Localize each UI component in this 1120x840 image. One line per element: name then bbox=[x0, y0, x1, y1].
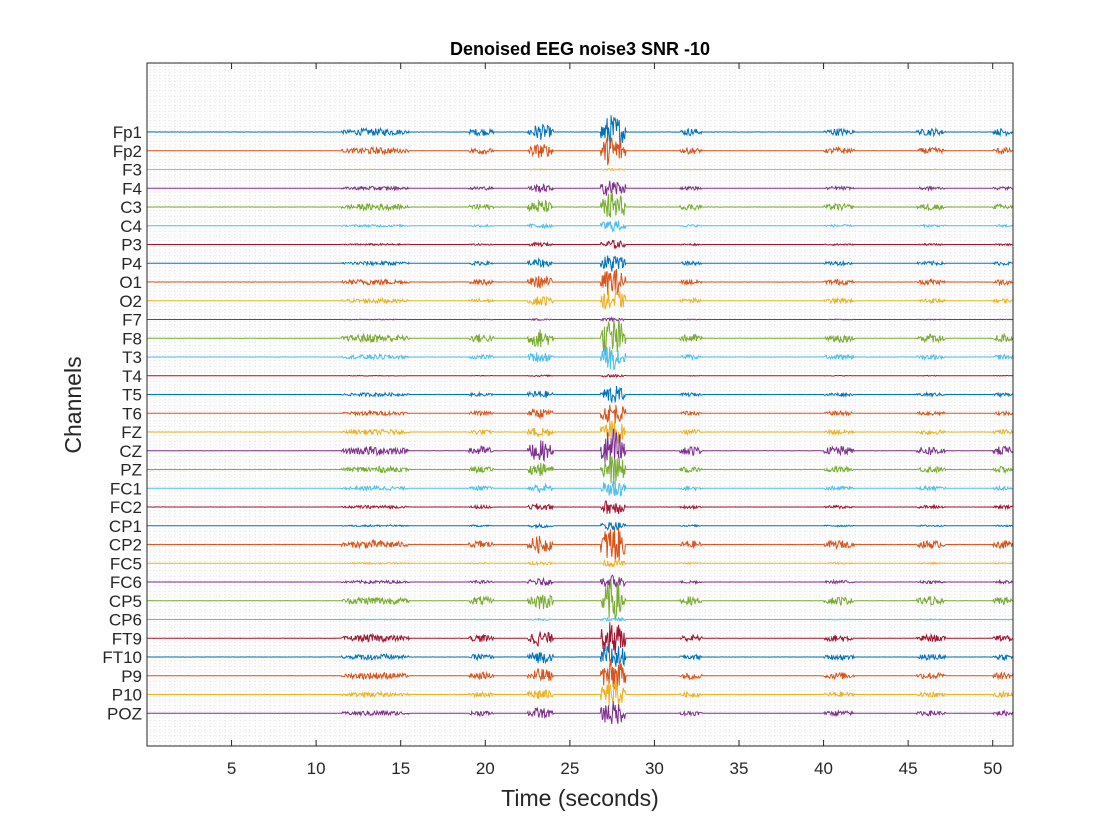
channel-label-layer: Fp1Fp2F3F4C3C4P3P4O1O2F7F8T3T4T5T6FZCZPZ… bbox=[102, 123, 142, 723]
x-tick-label: 10 bbox=[307, 759, 326, 778]
plot-area bbox=[147, 63, 1013, 746]
x-tick-label: 40 bbox=[814, 759, 833, 778]
channel-label-c4: C4 bbox=[120, 217, 142, 236]
channel-label-ft10: FT10 bbox=[102, 648, 142, 667]
trace-f8 bbox=[146, 319, 1014, 356]
trace-pz bbox=[146, 455, 1014, 485]
channel-label-pz: PZ bbox=[120, 461, 142, 480]
trace-fp1 bbox=[146, 115, 1014, 149]
x-tick-label: 5 bbox=[227, 759, 236, 778]
channel-label-cp1: CP1 bbox=[109, 517, 142, 536]
trace-p3 bbox=[147, 239, 1014, 250]
trace-layer bbox=[146, 115, 1014, 725]
x-tick-label: 35 bbox=[730, 759, 749, 778]
channel-label-t4: T4 bbox=[122, 367, 142, 386]
trace-fz bbox=[146, 420, 1014, 444]
trace-f4 bbox=[146, 180, 1014, 196]
trace-fc6 bbox=[147, 574, 1014, 590]
channel-label-cp6: CP6 bbox=[109, 611, 142, 630]
trace-ft10 bbox=[147, 646, 1014, 667]
channel-label-cp5: CP5 bbox=[109, 592, 142, 611]
channel-label-p9: P9 bbox=[121, 667, 142, 686]
channel-label-c3: C3 bbox=[120, 198, 142, 217]
channel-label-fz: FZ bbox=[121, 423, 142, 442]
trace-t4 bbox=[147, 373, 1014, 378]
channel-label-fp1: Fp1 bbox=[113, 123, 142, 142]
trace-cp1 bbox=[147, 521, 1014, 531]
trace-p4 bbox=[147, 255, 1014, 272]
trace-t3 bbox=[146, 346, 1014, 370]
trace-f3 bbox=[147, 168, 1014, 171]
channel-label-f3: F3 bbox=[122, 161, 142, 180]
trace-cp2 bbox=[146, 526, 1014, 563]
channel-label-o1: O1 bbox=[119, 273, 142, 292]
x-tick-label: 20 bbox=[476, 759, 495, 778]
trace-p9 bbox=[146, 659, 1014, 690]
x-tick-label: 25 bbox=[560, 759, 579, 778]
trace-p10 bbox=[147, 681, 1014, 706]
channel-label-o2: O2 bbox=[119, 292, 142, 311]
channel-label-p4: P4 bbox=[121, 254, 142, 273]
channel-label-t6: T6 bbox=[122, 404, 142, 423]
channel-label-fc2: FC2 bbox=[110, 498, 142, 517]
channel-label-fp2: Fp2 bbox=[113, 142, 142, 161]
trace-o1 bbox=[146, 268, 1014, 296]
trace-cp5 bbox=[147, 579, 1014, 621]
x-tick-label: 50 bbox=[983, 759, 1002, 778]
chart-title: Denoised EEG noise3 SNR -10 bbox=[450, 39, 710, 59]
trace-cp6 bbox=[147, 616, 1014, 623]
channel-label-t3: T3 bbox=[122, 348, 142, 367]
plot-frame bbox=[146, 62, 1014, 747]
trace-c3 bbox=[147, 193, 1014, 218]
x-tick-layer: 5 10 15 20 25 30 35 40 45 50 bbox=[227, 63, 1002, 778]
trace-cz bbox=[146, 428, 1014, 463]
channel-label-fc1: FC1 bbox=[110, 479, 142, 498]
x-tick-label: 15 bbox=[391, 759, 410, 778]
channel-label-ft9: FT9 bbox=[112, 629, 142, 648]
x-tick-label: 45 bbox=[899, 759, 918, 778]
channel-label-f7: F7 bbox=[122, 311, 142, 330]
channel-label-p10: P10 bbox=[112, 686, 142, 705]
channel-label-t5: T5 bbox=[122, 386, 142, 405]
channel-label-cz: CZ bbox=[119, 442, 142, 461]
trace-t5 bbox=[146, 386, 1014, 404]
x-axis-label: Time (seconds) bbox=[501, 785, 659, 811]
x-tick-label: 30 bbox=[645, 759, 664, 778]
trace-fc5 bbox=[147, 558, 1014, 568]
trace-t6 bbox=[146, 404, 1014, 424]
channel-label-poz: POZ bbox=[107, 704, 142, 723]
trace-fp2 bbox=[146, 137, 1014, 166]
channel-label-cp2: CP2 bbox=[109, 536, 142, 555]
trace-ft9 bbox=[146, 622, 1014, 655]
channel-label-f8: F8 bbox=[122, 329, 142, 348]
trace-f7 bbox=[147, 316, 1013, 323]
channel-label-p3: P3 bbox=[121, 236, 142, 255]
channel-label-f4: F4 bbox=[122, 179, 142, 198]
channel-label-fc5: FC5 bbox=[110, 554, 142, 573]
trace-fc1 bbox=[147, 481, 1014, 497]
trace-o2 bbox=[146, 290, 1014, 310]
trace-c4 bbox=[147, 220, 1014, 233]
y-axis-label: Channels bbox=[60, 356, 86, 453]
trace-poz bbox=[147, 701, 1014, 725]
trace-fc2 bbox=[147, 500, 1014, 514]
channel-label-fc6: FC6 bbox=[110, 573, 142, 592]
